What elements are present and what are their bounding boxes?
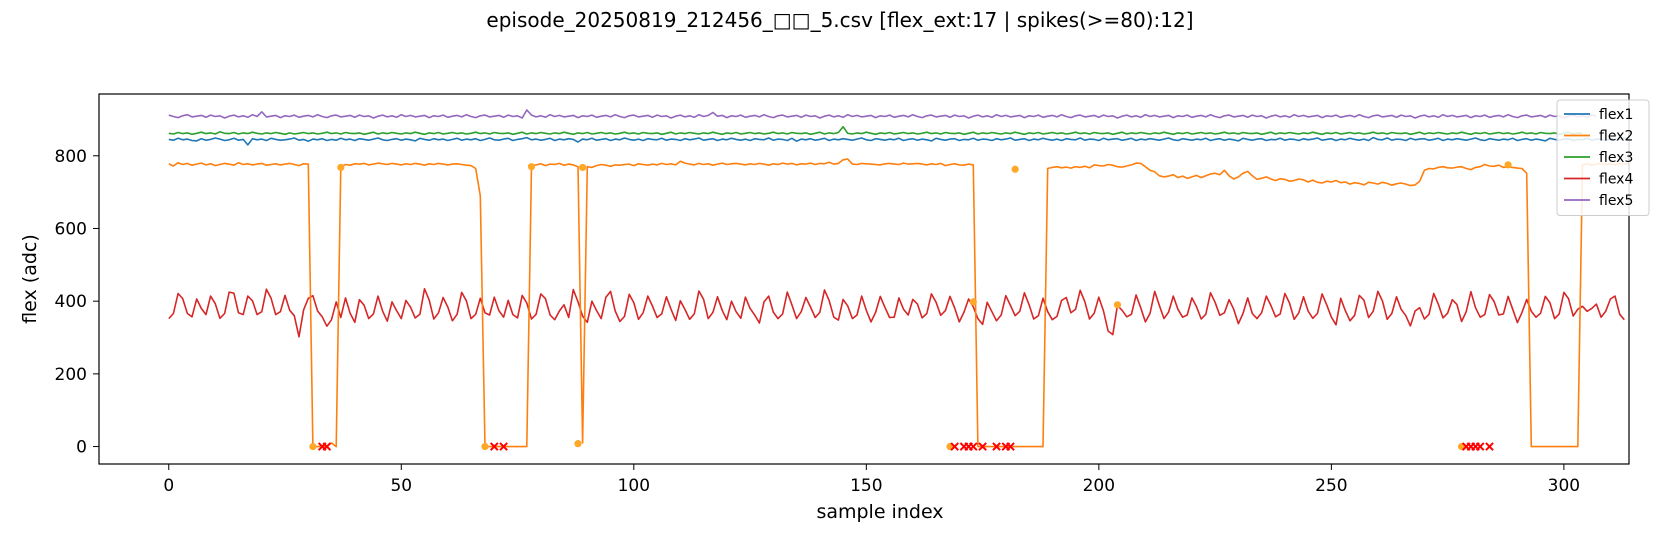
x-tick-label: 300 (1548, 476, 1580, 496)
series-line-flex2 (168, 158, 1629, 448)
flex-ext-point (1504, 161, 1512, 169)
legend-box (1556, 99, 1650, 216)
series-line-flex3 (168, 125, 1583, 136)
y-tick-label: 0 (76, 438, 87, 458)
series-line-flex5 (168, 109, 1597, 119)
spike-point (1475, 442, 1485, 451)
spike-point (978, 442, 987, 451)
flex-ext-point (574, 440, 582, 448)
y-axis-label: flex (adc) (19, 234, 41, 324)
x-tick-label: 250 (1315, 476, 1347, 496)
legend-label-flex4: flex4 (1599, 172, 1633, 188)
x-axis: 0 50 100 150 200 250 300 (163, 464, 1580, 496)
x-tick-label: 50 (390, 476, 412, 496)
y-tick-label: 800 (55, 147, 87, 167)
flex-ext-point (481, 442, 489, 451)
flex-ext-point (579, 163, 587, 172)
spike-point (489, 442, 499, 451)
spike-point (968, 442, 978, 451)
flex-ext-point (1113, 301, 1122, 309)
chart-title: episode_20250819_212456_□□_5.csv [flex_e… (486, 8, 1193, 32)
spike-point (499, 442, 508, 451)
plot-frame (98, 93, 1630, 465)
x-tick-label: 100 (618, 476, 650, 496)
y-tick-label: 400 (55, 292, 87, 312)
legend-label-flex3: flex3 (1599, 150, 1633, 166)
legend-label-flex2: flex2 (1599, 129, 1633, 145)
spike-point (1485, 442, 1494, 451)
y-tick-label: 600 (55, 219, 87, 239)
legend-label-flex1: flex1 (1599, 107, 1633, 123)
x-tick-label: 0 (163, 476, 174, 496)
legend-label-flex5: flex5 (1599, 193, 1633, 209)
spike-point (1006, 442, 1015, 451)
flex-ext-point (527, 163, 536, 171)
legend: flex1 flex2 flex3 flex4 flex5 (1556, 99, 1650, 216)
plot-area (168, 109, 1629, 451)
x-tick-label: 200 (1083, 476, 1115, 496)
y-tick-label: 200 (55, 365, 87, 385)
flex-ext-point (1011, 165, 1019, 173)
x-axis-label: sample index (816, 501, 943, 523)
flex-ext-point (309, 442, 317, 451)
flex-ext-point (337, 163, 345, 172)
y-axis: 0 200 400 600 800 (55, 147, 99, 458)
series-line-flex1 (168, 136, 1629, 146)
x-tick-label: 150 (850, 476, 882, 496)
spike-point (322, 442, 332, 451)
spike-point (992, 442, 1001, 451)
series-line-flex4 (168, 287, 1625, 338)
spike-point (950, 442, 959, 451)
flex-ext-point (969, 298, 977, 306)
